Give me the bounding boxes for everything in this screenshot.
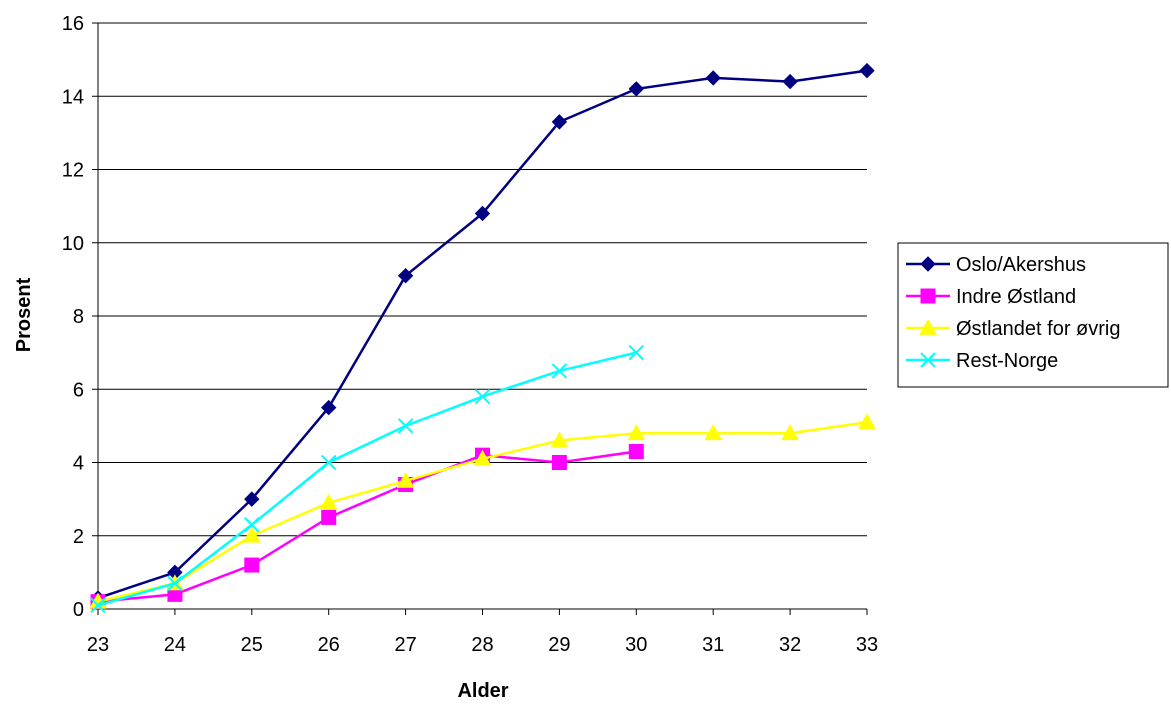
x-tick-label: 25 <box>241 634 263 656</box>
y-tick-label: 0 <box>73 599 84 621</box>
x-tick-label: 28 <box>471 634 493 656</box>
legend-label: Rest-Norge <box>956 350 1058 372</box>
axis-labels: Alder Prosent <box>13 277 509 702</box>
legend-item: Østlandet for øvrig <box>906 318 1121 340</box>
series-lines <box>89 62 876 614</box>
data-point <box>397 418 414 434</box>
y-tick-label: 14 <box>62 86 84 108</box>
data-point <box>242 526 261 543</box>
legend-box <box>897 242 1169 388</box>
x-tick-label: 27 <box>394 634 416 656</box>
x-axis-title: Alder <box>457 680 508 702</box>
data-point <box>551 114 568 130</box>
legend-item: Rest-Norge <box>906 350 1058 372</box>
legend-label: Østlandet for øvrig <box>956 318 1121 340</box>
data-point <box>859 62 875 79</box>
x-tick-label: 32 <box>779 634 801 656</box>
y-tick-label: 4 <box>73 453 84 475</box>
x-tick-label: 30 <box>625 634 647 656</box>
data-point <box>628 344 645 361</box>
data-point <box>550 431 569 448</box>
data-point <box>396 471 415 488</box>
data-point <box>474 388 491 405</box>
data-point <box>320 399 337 416</box>
data-point <box>781 424 799 441</box>
y-tick-label: 8 <box>73 306 84 328</box>
gridlines <box>98 22 867 537</box>
series-line <box>97 69 868 600</box>
legend-marker <box>920 352 936 368</box>
series-0 <box>90 62 875 606</box>
y-axis-title: Prosent <box>13 277 35 352</box>
x-tick-label: 26 <box>318 634 340 656</box>
data-point <box>244 491 260 507</box>
legend-item: Indre Østland <box>906 286 1076 308</box>
legend-item: Oslo/Akershus <box>906 254 1086 276</box>
legend-label: Oslo/Akershus <box>956 254 1086 276</box>
data-point <box>167 575 183 592</box>
x-tick-label: 23 <box>87 634 109 656</box>
data-point <box>551 363 568 379</box>
y-tick-label: 6 <box>73 379 84 401</box>
series-line <box>97 450 637 603</box>
data-point <box>628 444 644 460</box>
series-2 <box>89 413 876 609</box>
data-point <box>627 424 646 441</box>
data-point <box>321 509 337 525</box>
data-point <box>90 597 106 614</box>
data-point <box>474 205 491 222</box>
x-tick-label: 29 <box>548 634 570 656</box>
data-point <box>551 455 567 470</box>
x-tick-label: 31 <box>702 634 724 656</box>
data-point <box>244 517 260 533</box>
data-point <box>320 454 337 471</box>
data-point <box>782 73 798 90</box>
data-point <box>397 268 414 284</box>
y-tick-label: 10 <box>62 233 84 255</box>
data-point <box>858 413 876 430</box>
legend-label: Indre Østland <box>956 286 1076 308</box>
data-point <box>244 557 260 573</box>
y-tick-label: 2 <box>73 526 84 548</box>
legend-marker <box>920 256 936 272</box>
legend-marker <box>920 288 936 304</box>
y-tick-label: 12 <box>62 160 84 182</box>
legend-marker <box>919 318 937 335</box>
x-tick-label: 24 <box>164 634 186 656</box>
x-tick-label: 33 <box>856 634 878 656</box>
data-point <box>473 449 492 466</box>
data-point <box>705 70 721 86</box>
data-point <box>628 81 645 97</box>
series-3 <box>90 344 645 614</box>
data-point <box>319 493 338 510</box>
legend: Oslo/Akershus Indre Østland Østlandet for … <box>897 242 1169 388</box>
series-line <box>97 351 637 607</box>
y-tick-label: 16 <box>62 13 84 35</box>
data-point <box>704 424 723 441</box>
